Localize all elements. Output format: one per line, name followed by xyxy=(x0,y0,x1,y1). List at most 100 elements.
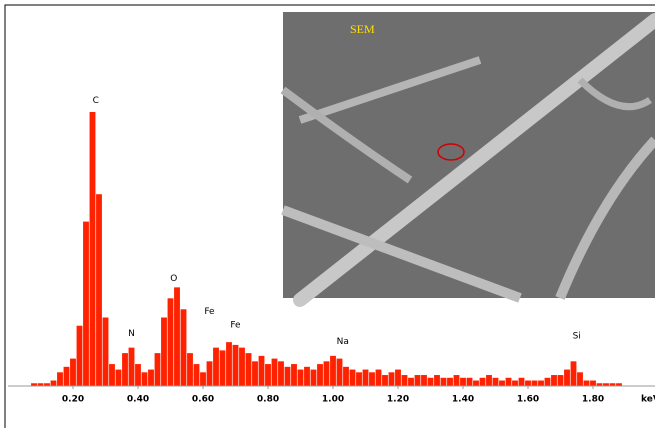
bar xyxy=(460,377,466,386)
bar xyxy=(473,380,479,386)
bar xyxy=(395,369,401,386)
x-tick-label: 0.60 xyxy=(192,395,214,405)
bar xyxy=(512,380,518,386)
bar xyxy=(148,369,154,386)
bar xyxy=(37,383,44,386)
bar xyxy=(349,369,356,386)
bar xyxy=(161,317,167,386)
bar xyxy=(609,383,616,386)
bar xyxy=(291,364,297,386)
peak-label: Si xyxy=(573,332,581,342)
fiber xyxy=(577,77,652,111)
analysis-spot xyxy=(437,143,465,161)
bar xyxy=(564,369,570,386)
fiber xyxy=(555,136,655,300)
bar xyxy=(109,364,115,386)
bar xyxy=(193,364,200,386)
bar xyxy=(414,375,421,386)
bar xyxy=(323,361,330,386)
bar xyxy=(96,194,102,386)
bar xyxy=(265,364,271,386)
bar xyxy=(434,375,440,386)
x-tick-label: 0.80 xyxy=(257,395,279,405)
bar xyxy=(317,364,323,386)
bar xyxy=(375,369,382,386)
bar xyxy=(427,377,434,386)
bar xyxy=(232,344,239,386)
bar xyxy=(408,377,414,386)
bar xyxy=(453,375,460,386)
bar xyxy=(525,380,531,386)
bar xyxy=(603,383,609,386)
frame xyxy=(4,4,655,428)
bar xyxy=(531,380,538,386)
bar xyxy=(486,375,492,386)
peak-label: Na xyxy=(337,337,349,347)
bar xyxy=(258,355,265,386)
peak-label: O xyxy=(170,274,177,284)
inset-label: SEM xyxy=(350,22,375,36)
peak-label: C xyxy=(93,96,99,106)
bar xyxy=(297,369,304,386)
bar xyxy=(505,377,512,386)
peak-label: Fe xyxy=(204,307,215,317)
bar xyxy=(551,375,557,386)
bar xyxy=(310,369,317,386)
sem-image: SEM xyxy=(280,12,655,307)
bar xyxy=(278,361,284,386)
bar xyxy=(63,366,70,386)
bar xyxy=(122,353,128,386)
bar xyxy=(544,377,551,386)
peak-label: N xyxy=(128,329,135,339)
bar xyxy=(466,377,473,386)
bar xyxy=(538,380,544,386)
bar xyxy=(447,377,453,386)
bar xyxy=(577,372,583,386)
x-tick-label: 1.00 xyxy=(322,395,344,405)
bar xyxy=(239,347,245,386)
bar xyxy=(141,372,148,386)
bar xyxy=(89,112,96,386)
bar xyxy=(271,358,278,386)
bar xyxy=(557,375,564,386)
bar xyxy=(31,383,37,386)
bar xyxy=(479,377,486,386)
sem-background xyxy=(283,12,655,298)
bar xyxy=(206,361,213,386)
bar xyxy=(583,380,590,386)
fiber xyxy=(293,13,655,307)
bar xyxy=(50,380,57,386)
bar xyxy=(284,366,291,386)
bar xyxy=(590,380,596,386)
peak-label: Fe xyxy=(230,321,241,331)
bar xyxy=(596,383,603,386)
bar xyxy=(57,372,63,386)
bar xyxy=(76,325,83,386)
x-axis-label: keV xyxy=(641,395,655,405)
bar xyxy=(382,375,388,386)
fiber xyxy=(298,56,482,124)
bar xyxy=(343,366,349,386)
bar xyxy=(213,347,219,386)
bar xyxy=(135,364,141,386)
bar xyxy=(440,377,447,386)
bar xyxy=(401,375,408,386)
bar xyxy=(115,369,122,386)
bar xyxy=(421,375,427,386)
bar xyxy=(252,361,258,386)
bar xyxy=(226,342,232,386)
bar xyxy=(200,372,206,386)
bar xyxy=(187,353,193,386)
x-tick-label: 1.80 xyxy=(582,395,604,405)
bar xyxy=(336,358,343,386)
bar xyxy=(44,383,50,386)
bar xyxy=(518,377,525,386)
bar xyxy=(102,317,109,386)
fiber xyxy=(280,86,413,184)
bar xyxy=(330,355,336,386)
bar xyxy=(219,350,226,386)
bar xyxy=(70,358,76,386)
bar xyxy=(167,298,174,386)
fiber xyxy=(281,205,522,303)
